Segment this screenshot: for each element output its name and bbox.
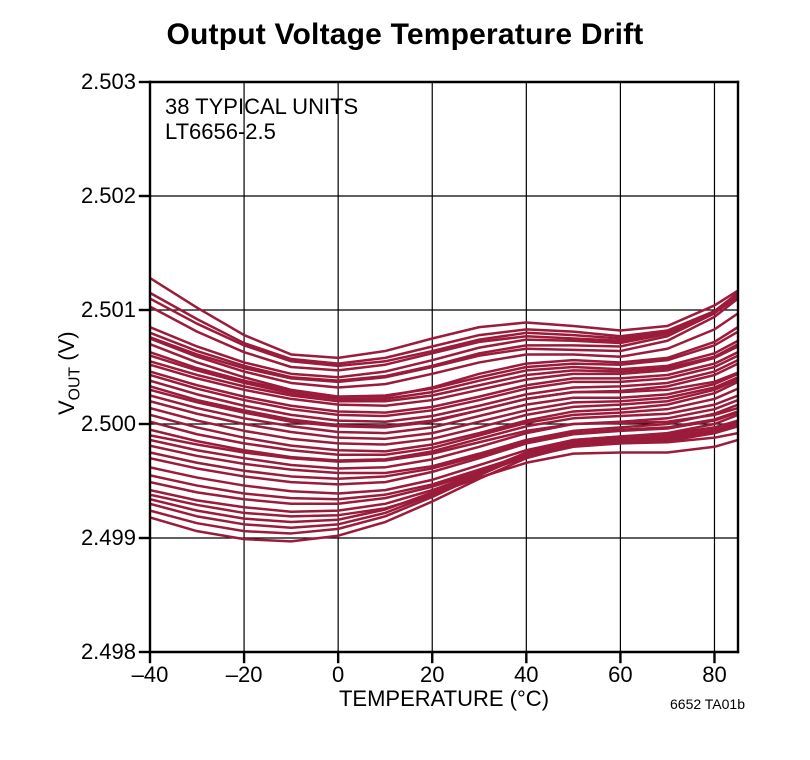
x-tick-label: 20 <box>402 662 462 688</box>
x-axis-label: TEMPERATURE (°C) <box>150 686 738 712</box>
x-tick-label: 0 <box>308 662 368 688</box>
x-tick-label: –40 <box>120 662 180 688</box>
x-tick-label: 60 <box>590 662 650 688</box>
chart-footnote: 6652 TA01b <box>670 696 745 712</box>
y-tick-label: 2.499 <box>81 525 136 551</box>
y-tick-label: 2.501 <box>81 297 136 323</box>
x-tick-label: 80 <box>684 662 744 688</box>
y-tick-label: 2.503 <box>81 69 136 95</box>
x-tick-label: –20 <box>214 662 274 688</box>
y-tick-label: 2.502 <box>81 183 136 209</box>
chart-annotation: 38 TYPICAL UNITS LT6656-2.5 <box>165 94 358 145</box>
y-tick-label: 2.498 <box>81 639 136 665</box>
y-tick-label: 2.500 <box>81 411 136 437</box>
x-tick-label: 40 <box>496 662 556 688</box>
chart-container: Output Voltage Temperature Drift VOUT (V… <box>0 0 810 760</box>
